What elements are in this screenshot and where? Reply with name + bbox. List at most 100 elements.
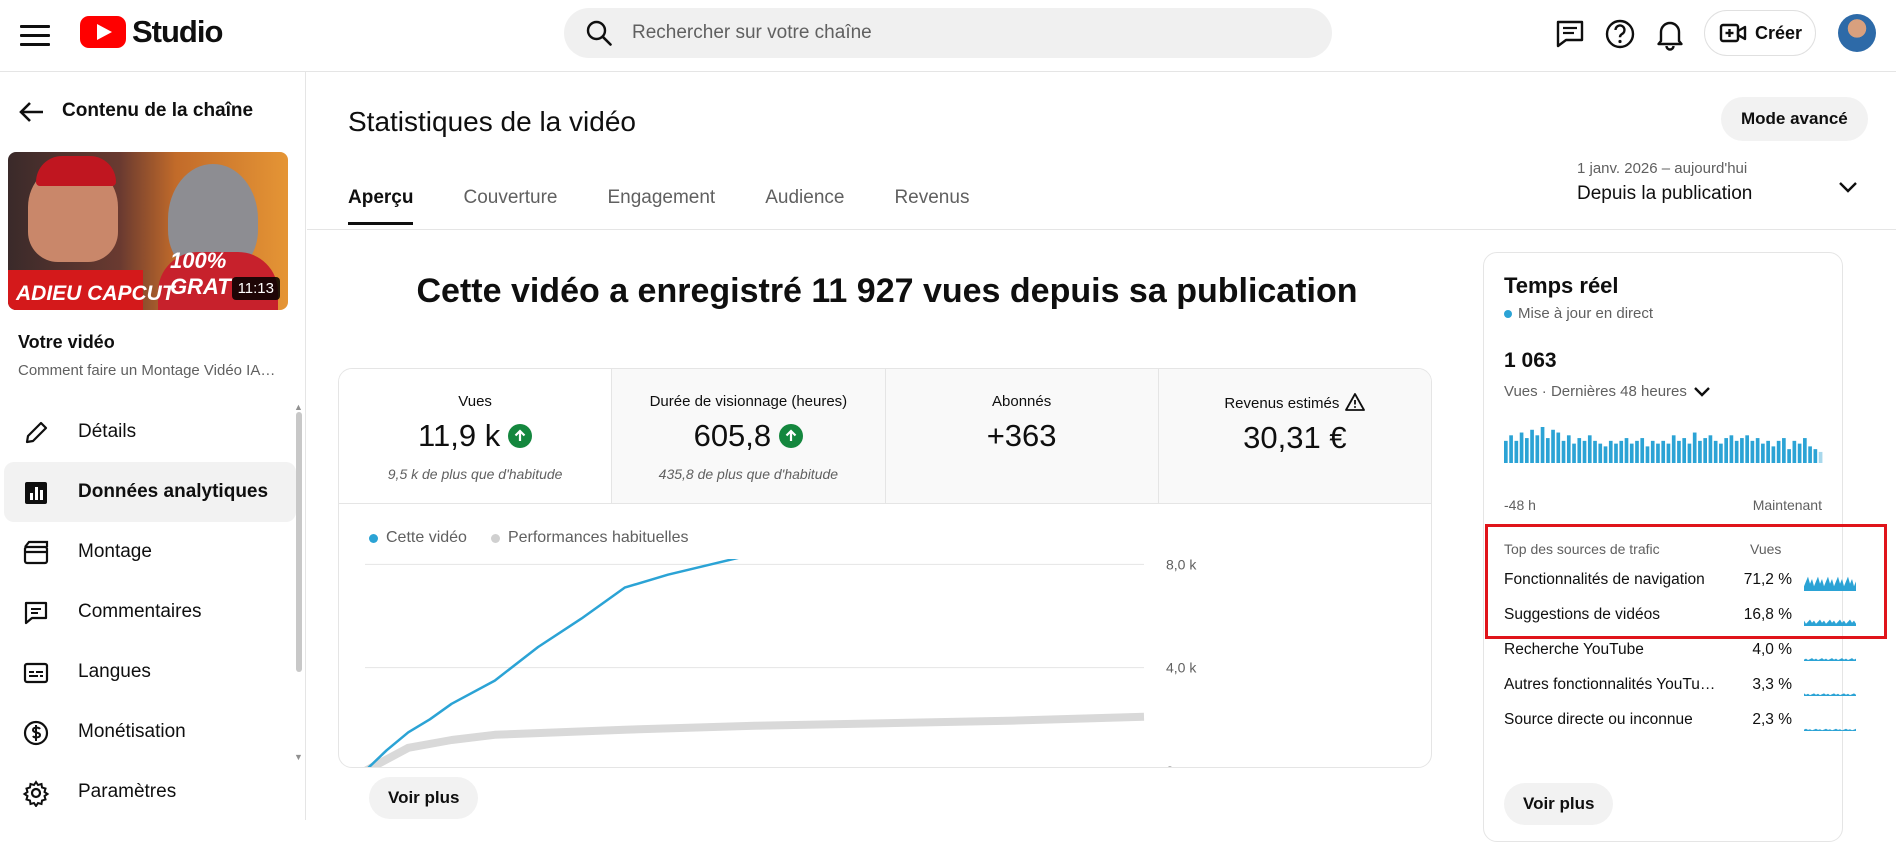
realtime-bar[interactable]: [1808, 446, 1812, 463]
sidebar-item-dollar[interactable]: Monétisation: [4, 702, 296, 762]
back-label[interactable]: Contenu de la chaîne: [62, 100, 254, 121]
tab-couverture[interactable]: Couverture: [463, 187, 558, 208]
realtime-bar[interactable]: [1635, 440, 1639, 463]
realtime-bar[interactable]: [1671, 435, 1676, 463]
realtime-bar[interactable]: [1797, 443, 1802, 463]
scroll-down-icon[interactable]: ▼: [294, 752, 303, 762]
avatar[interactable]: [1838, 14, 1876, 52]
realtime-bar[interactable]: [1650, 440, 1655, 463]
metric-card[interactable]: Vues 11,9 k 9,5 k de plus que d'habitude: [339, 369, 613, 503]
menu-icon[interactable]: [20, 20, 50, 50]
metric-card[interactable]: Revenus estimés 30,31 €: [1158, 369, 1431, 503]
realtime-bar[interactable]: [1593, 440, 1597, 463]
realtime-bar[interactable]: [1813, 449, 1818, 463]
realtime-bar[interactable]: [1530, 429, 1534, 463]
traffic-row[interactable]: Autres fonctionnalités YouTube 3,3 %: [1504, 676, 1856, 700]
realtime-bar[interactable]: [1645, 446, 1650, 463]
tab-aperçu[interactable]: Aperçu: [348, 187, 414, 225]
realtime-period-selector[interactable]: Vues · Dernières 48 heures: [1504, 383, 1711, 400]
warning-icon[interactable]: [1345, 393, 1366, 411]
realtime-bar[interactable]: [1761, 443, 1765, 463]
sidebar-scrollbar[interactable]: [296, 412, 302, 672]
realtime-bar[interactable]: [1729, 435, 1734, 463]
realtime-bar[interactable]: [1771, 446, 1776, 463]
realtime-bar[interactable]: [1656, 443, 1660, 463]
realtime-bar[interactable]: [1666, 443, 1671, 463]
traffic-row[interactable]: Source directe ou inconnue 2,3 %: [1504, 711, 1856, 735]
realtime-bar[interactable]: [1509, 435, 1513, 463]
realtime-bar[interactable]: [1661, 440, 1666, 463]
search-bar[interactable]: [564, 8, 1332, 58]
realtime-bar[interactable]: [1687, 443, 1692, 463]
advanced-mode-button[interactable]: Mode avancé: [1721, 97, 1868, 141]
tab-engagement[interactable]: Engagement: [607, 187, 716, 208]
traffic-row[interactable]: Recherche YouTube 4,0 %: [1504, 641, 1856, 665]
realtime-bar[interactable]: [1535, 435, 1540, 463]
chevron-down-icon[interactable]: [1837, 176, 1859, 198]
metric-card[interactable]: Durée de visionnage (heures) 605,8 435,8 d…: [612, 369, 886, 503]
back-arrow-icon[interactable]: [16, 96, 48, 128]
studio-logo[interactable]: Studio: [80, 14, 223, 50]
search-icon[interactable]: [586, 20, 612, 46]
realtime-bar[interactable]: [1524, 438, 1529, 463]
create-button[interactable]: Créer: [1704, 10, 1816, 56]
traffic-row[interactable]: Suggestions de vidéos 16,8 %: [1504, 606, 1856, 630]
realtime-bar[interactable]: [1551, 429, 1555, 463]
realtime-bar[interactable]: [1782, 438, 1786, 463]
realtime-bar[interactable]: [1514, 440, 1519, 463]
sidebar-item-pencil[interactable]: Détails: [4, 402, 296, 462]
realtime-bar[interactable]: [1803, 438, 1807, 463]
realtime-bar[interactable]: [1755, 438, 1760, 463]
realtime-bar[interactable]: [1703, 438, 1708, 463]
realtime-bar[interactable]: [1577, 438, 1582, 463]
tab-revenus[interactable]: Revenus: [894, 187, 970, 208]
realtime-bar[interactable]: [1614, 443, 1618, 463]
realtime-bar[interactable]: [1572, 443, 1576, 463]
realtime-bar[interactable]: [1745, 435, 1749, 463]
realtime-bar[interactable]: [1561, 440, 1566, 463]
date-range-selector[interactable]: 1 janv. 2026 – aujourd'hui Depuis la pub…: [1577, 160, 1752, 205]
realtime-bar[interactable]: [1504, 440, 1508, 463]
metric-card[interactable]: Abonnés +363: [885, 369, 1159, 503]
see-more-button[interactable]: Voir plus: [369, 777, 479, 819]
feedback-icon[interactable]: [1552, 16, 1588, 52]
help-icon[interactable]: [1602, 16, 1638, 52]
realtime-bar[interactable]: [1566, 435, 1571, 463]
sidebar-item-gear[interactable]: Paramètres: [4, 762, 296, 822]
realtime-bar[interactable]: [1556, 432, 1561, 463]
realtime-bar[interactable]: [1792, 440, 1797, 463]
sidebar-item-analytics[interactable]: Données analytiques: [4, 462, 296, 522]
sidebar-item-subtitles[interactable]: Langues: [4, 642, 296, 702]
bell-icon[interactable]: [1652, 16, 1688, 52]
realtime-bar[interactable]: [1719, 443, 1723, 463]
realtime-bar[interactable]: [1698, 440, 1702, 463]
realtime-bar[interactable]: [1682, 438, 1687, 463]
realtime-bar[interactable]: [1598, 443, 1603, 463]
realtime-bar[interactable]: [1582, 440, 1587, 463]
realtime-bar[interactable]: [1545, 438, 1550, 463]
realtime-bar[interactable]: [1734, 440, 1739, 463]
scroll-up-icon[interactable]: ▲: [294, 402, 303, 412]
video-thumbnail[interactable]: ADIEU CAPCUT 100% GRAT 11:13: [8, 152, 288, 310]
tab-audience[interactable]: Audience: [765, 187, 845, 208]
realtime-bar[interactable]: [1619, 440, 1624, 463]
traffic-row[interactable]: Fonctionnalités de navigation 71,2 %: [1504, 571, 1856, 595]
realtime-bar[interactable]: [1692, 432, 1697, 463]
realtime-bar[interactable]: [1587, 435, 1592, 463]
realtime-see-more-button[interactable]: Voir plus: [1504, 783, 1614, 825]
realtime-bar[interactable]: [1740, 438, 1744, 463]
realtime-bar[interactable]: [1519, 432, 1524, 463]
realtime-bar[interactable]: [1766, 440, 1770, 463]
realtime-bar[interactable]: [1750, 440, 1755, 463]
search-input[interactable]: [632, 22, 1282, 44]
realtime-bar[interactable]: [1608, 440, 1613, 463]
realtime-bar[interactable]: [1629, 443, 1634, 463]
sidebar-item-clapper[interactable]: Montage: [4, 522, 296, 582]
realtime-bar[interactable]: [1624, 438, 1629, 463]
realtime-bar[interactable]: [1540, 427, 1545, 463]
realtime-bar[interactable]: [1708, 435, 1713, 463]
realtime-bar[interactable]: [1818, 451, 1823, 463]
realtime-bar[interactable]: [1787, 449, 1791, 463]
realtime-bar[interactable]: [1677, 440, 1681, 463]
sidebar-item-comment[interactable]: Commentaires: [4, 582, 296, 642]
